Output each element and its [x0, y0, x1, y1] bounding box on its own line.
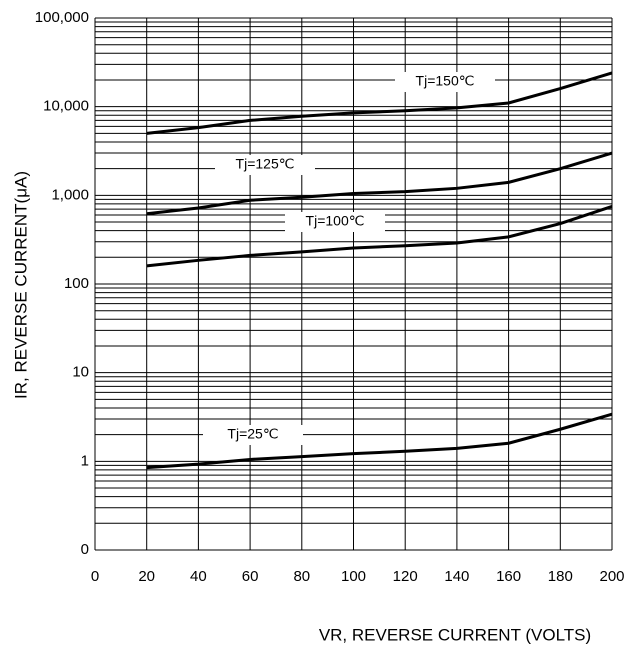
x-tick-label: 200	[599, 568, 624, 585]
label-box	[395, 72, 495, 92]
series-line	[146, 204, 613, 268]
x-tick-label: 120	[393, 568, 418, 585]
y-axis-title: IR, REVERSE CURRENT(μA)	[11, 171, 30, 399]
x-tick-label: 100	[341, 568, 366, 585]
series-label: Tj=100℃	[306, 213, 365, 229]
y-tick-label: 1	[81, 452, 89, 469]
y-tick-label: 1,000	[51, 186, 89, 203]
x-tick-label: 160	[496, 568, 521, 585]
series-line	[146, 71, 613, 135]
series-line	[146, 151, 613, 216]
x-tick-label: 0	[91, 568, 99, 585]
x-tick-label: 60	[242, 568, 259, 585]
y-tick-label: 10	[72, 364, 89, 381]
x-axis-title: VR, REVERSE CURRENT (VOLTS)	[319, 625, 591, 644]
y-tick-label: 100,000	[35, 9, 89, 26]
y-tick-label: 0	[81, 541, 89, 558]
y-tick-label: 100	[64, 275, 89, 292]
x-tick-label: 180	[548, 568, 573, 585]
x-tick-label: 40	[190, 568, 207, 585]
series-label: Tj=125℃	[236, 156, 295, 172]
series-label: Tj=150℃	[416, 73, 475, 89]
label-box	[203, 425, 303, 445]
x-tick-label: 20	[138, 568, 155, 585]
label-box	[215, 155, 315, 175]
series-line	[146, 412, 613, 470]
y-tick-label: 10,000	[43, 98, 89, 115]
x-tick-label: 140	[444, 568, 469, 585]
series-label: Tj=25℃	[227, 426, 278, 442]
label-box	[285, 212, 385, 232]
x-tick-label: 80	[293, 568, 310, 585]
